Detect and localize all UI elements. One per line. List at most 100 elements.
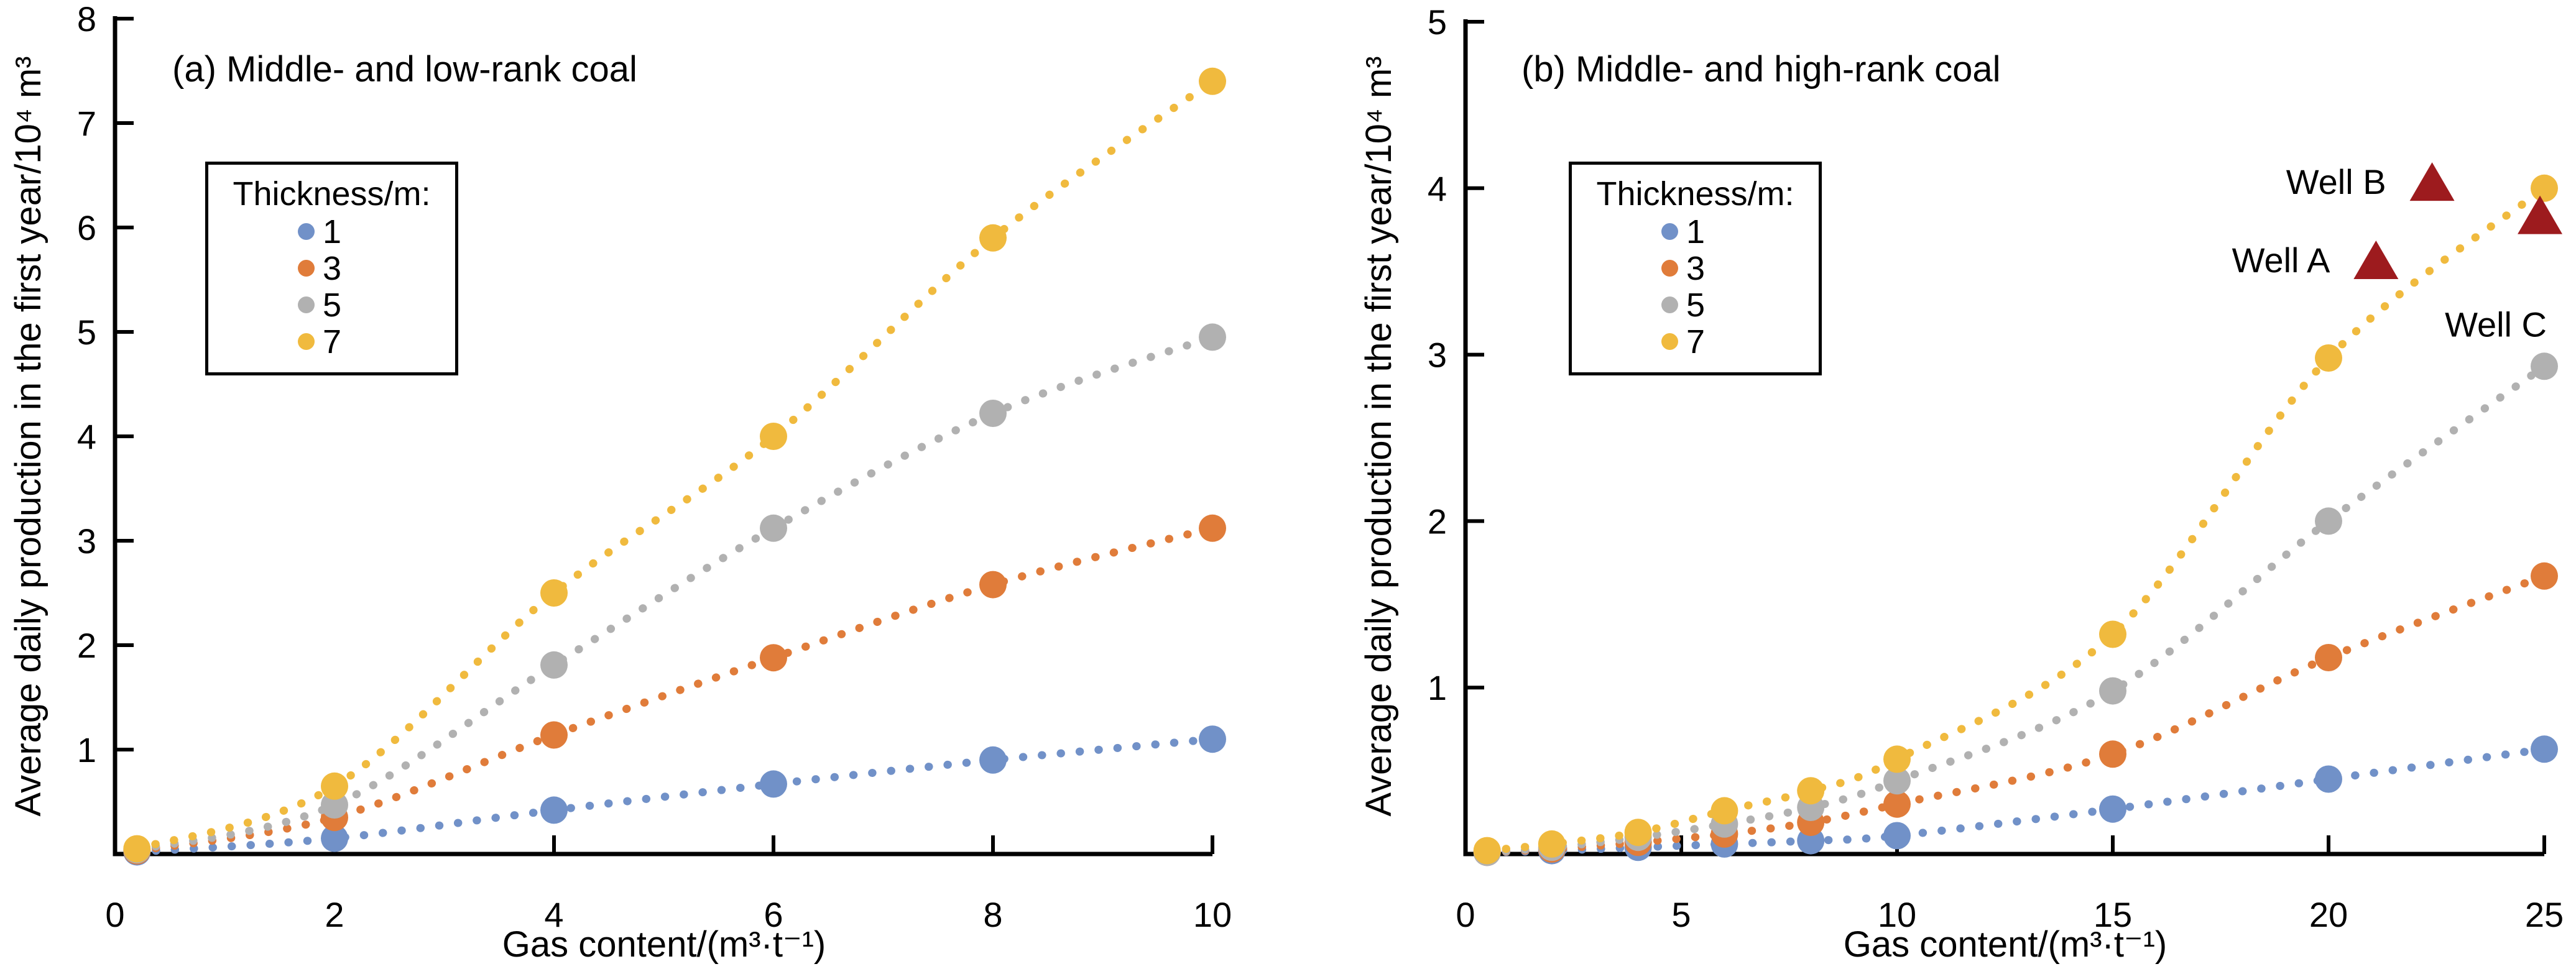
data-point-thickness-7 xyxy=(760,423,787,450)
x-tick-label: 20 xyxy=(2309,895,2348,934)
legend-entry-label: 1 xyxy=(323,213,342,250)
legend-row: 3 xyxy=(1661,250,1819,287)
legend-marker-thickness-3-icon xyxy=(298,260,315,277)
x-tick-label: 4 xyxy=(544,895,563,934)
legend-marker-thickness-5-icon xyxy=(298,296,315,314)
data-point-thickness-1 xyxy=(2531,735,2558,763)
data-point-thickness-5 xyxy=(2099,677,2126,705)
legend-row: 1 xyxy=(298,213,455,250)
legend-entry-label: 5 xyxy=(1686,286,1706,324)
x-tick-label: 25 xyxy=(2525,895,2564,934)
data-point-thickness-5 xyxy=(540,651,568,679)
data-point-thickness-1 xyxy=(760,770,787,798)
x-tick-label: 2 xyxy=(325,895,344,934)
x-axis-label-b: Gas content/(m³·t⁻¹) xyxy=(1843,924,2167,965)
y-tick-label: 3 xyxy=(77,521,96,561)
data-point-thickness-3 xyxy=(2315,644,2342,671)
y-tick-label: 4 xyxy=(1428,169,1447,208)
data-point-thickness-3 xyxy=(1199,514,1226,542)
legend-row: 3 xyxy=(298,250,455,287)
legend-entry-label: 5 xyxy=(323,286,342,324)
data-point-thickness-1 xyxy=(2099,795,2126,823)
series-line-thickness-1 xyxy=(132,735,1217,856)
panel-b-title: (b) Middle- and high-rank coal xyxy=(1521,49,2001,90)
legend-marker-thickness-7-icon xyxy=(298,333,315,351)
y-tick-label: 2 xyxy=(77,626,96,665)
well-triangle-icon xyxy=(2409,162,2455,201)
data-point-thickness-5 xyxy=(760,514,787,542)
data-point-thickness-3 xyxy=(1883,790,1911,818)
y-tick-label: 2 xyxy=(1428,502,1447,541)
x-tick-label: 6 xyxy=(764,895,783,934)
data-point-thickness-7 xyxy=(540,579,568,607)
y-tick-label: 8 xyxy=(77,0,96,39)
series-line-thickness-7 xyxy=(132,77,1217,853)
legend-title: Thickness/m: xyxy=(1596,175,1794,213)
x-tick-label: 8 xyxy=(983,895,1002,934)
series-line-thickness-5 xyxy=(132,333,1217,854)
data-point-thickness-1 xyxy=(540,796,568,824)
well-label: Well A xyxy=(2232,241,2330,280)
legend-row: 1 xyxy=(1661,213,1819,250)
data-point-thickness-5 xyxy=(979,400,1007,427)
series-line-thickness-3 xyxy=(1483,572,2549,856)
x-tick-label: 10 xyxy=(1193,895,1232,934)
legend-entry-label: 3 xyxy=(323,249,342,287)
data-point-thickness-1 xyxy=(321,824,348,852)
data-point-thickness-5 xyxy=(1199,323,1226,351)
data-point-thickness-3 xyxy=(2099,740,2126,768)
data-point-thickness-7 xyxy=(979,224,1007,252)
y-tick-label: 4 xyxy=(77,417,96,456)
data-point-thickness-7 xyxy=(1473,837,1501,865)
data-point-thickness-7 xyxy=(1797,777,1825,805)
y-tick-label: 6 xyxy=(77,208,96,247)
data-point-thickness-7 xyxy=(1199,67,1226,95)
legend-marker-thickness-7-icon xyxy=(1661,333,1678,351)
data-point-thickness-1 xyxy=(979,746,1007,774)
data-point-thickness-5 xyxy=(1883,767,1911,795)
legend-title: Thickness/m: xyxy=(233,175,431,213)
legend-row: 5 xyxy=(1661,287,1819,323)
legend-panel-b: Thickness/m: 1 3 5 7 xyxy=(1569,162,1822,375)
legend-entry-label: 7 xyxy=(1686,323,1706,361)
well-label: Well B xyxy=(2286,162,2386,201)
data-point-thickness-5 xyxy=(321,791,348,819)
x-tick-label: 5 xyxy=(1671,895,1691,934)
y-axis-label-a: Average daily production in the first ye… xyxy=(8,56,49,817)
data-point-thickness-7 xyxy=(2531,174,2558,202)
legend-marker-thickness-3-icon xyxy=(1661,260,1678,277)
legend-row: 7 xyxy=(1661,323,1819,360)
legend-marker-thickness-1-icon xyxy=(298,223,315,241)
legend-entry-label: 3 xyxy=(1686,249,1706,287)
data-point-thickness-3 xyxy=(979,571,1007,599)
x-tick-label: 0 xyxy=(1456,895,1475,934)
data-point-thickness-1 xyxy=(1199,725,1226,753)
panel-a-title: (a) Middle- and low-rank coal xyxy=(172,49,637,90)
data-point-thickness-7 xyxy=(1624,819,1652,847)
well-triangle-icon xyxy=(2518,195,2563,234)
data-point-thickness-3 xyxy=(2531,562,2558,590)
y-tick-label: 3 xyxy=(1428,336,1447,375)
x-tick-label: 10 xyxy=(1878,895,1916,934)
data-point-thickness-3 xyxy=(540,721,568,749)
x-axis-label-a: Gas content/(m³·t⁻¹) xyxy=(502,924,826,965)
data-point-thickness-7 xyxy=(123,835,151,863)
data-point-thickness-7 xyxy=(2315,344,2342,372)
data-point-thickness-3 xyxy=(760,644,787,672)
well-label: Well C xyxy=(2445,305,2547,344)
x-tick-label: 15 xyxy=(2094,895,2132,934)
legend-marker-thickness-1-icon xyxy=(1661,223,1678,241)
y-tick-label: 1 xyxy=(77,730,96,769)
y-axis-label-b: Average daily production in the first ye… xyxy=(1359,56,1400,817)
data-point-thickness-1 xyxy=(2315,765,2342,793)
data-point-thickness-1 xyxy=(1883,822,1911,850)
legend-panel-a: Thickness/m: 1 3 5 7 xyxy=(205,162,458,375)
y-tick-label: 1 xyxy=(1428,668,1447,707)
legend-entry-label: 7 xyxy=(323,323,342,361)
legend-marker-thickness-5-icon xyxy=(1661,296,1678,314)
data-point-thickness-7 xyxy=(2099,620,2126,648)
panel-b: 0 5 10 15 20 25 1 2 3 4 5 Well A Well B Well C xyxy=(1428,2,2564,934)
